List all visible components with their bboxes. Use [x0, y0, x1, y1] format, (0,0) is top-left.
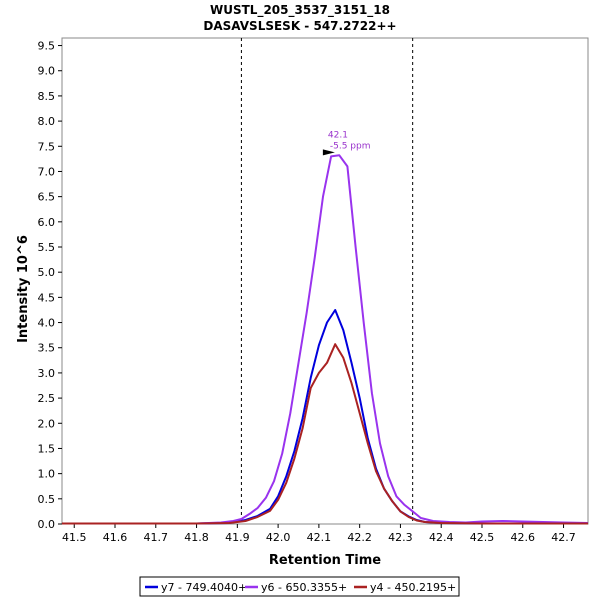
y-tick-label: 5.0 [38, 266, 56, 279]
y-tick-label: 9.0 [38, 65, 56, 78]
series-line [62, 154, 589, 525]
x-tick-label: 42.4 [429, 531, 454, 544]
y-tick-label: 7.0 [38, 165, 56, 178]
y-tick-label: 3.0 [38, 367, 56, 380]
chart-subtitle: DASAVSLSESK - 547.2722++ [203, 19, 396, 33]
x-axis-label: Retention Time [269, 553, 381, 568]
y-tick-label: 8.5 [38, 90, 56, 103]
annotation-rt: 42.1 [328, 130, 348, 140]
y-tick-label: 6.0 [38, 216, 56, 229]
peak-boundaries [240, 38, 414, 524]
x-tick-label: 42.3 [388, 531, 413, 544]
y-tick-label: 1.5 [38, 442, 56, 455]
y-axis-label: Intensity 10^6 [16, 235, 31, 343]
y-tick-label: 4.5 [38, 291, 56, 304]
plot-area [61, 37, 589, 525]
y-tick-label: 2.0 [38, 417, 56, 430]
y-tick-label: 6.5 [38, 191, 56, 204]
y-axis: 0.0 0.5 1.0 1.5 2.0 2.5 3.0 3.5 4.0 4.5 5.0 5.5 6.0 6… [38, 40, 62, 531]
y-tick-label: 2.5 [38, 392, 56, 405]
y-tick-label: 5.5 [38, 241, 56, 254]
x-tick-label: 41.8 [184, 531, 209, 544]
y-tick-label: 8.0 [38, 115, 56, 128]
y-tick-label: 9.5 [38, 40, 56, 53]
annotation-ppm: -5.5 ppm [330, 141, 371, 151]
x-axis: 41.5 41.6 41.7 41.8 41.9 42.0 42.1 42.2 42.3 42.4… [62, 524, 576, 544]
legend: y7 - 749.4040+ y6 - 650.3355+ y4 - 450.219… [139, 576, 460, 597]
x-tick-label: 41.9 [225, 531, 250, 544]
x-tick-label: 42.6 [511, 531, 536, 544]
y-tick-label: 3.5 [38, 342, 56, 355]
y-tick-label: 4.0 [38, 317, 56, 330]
legend-label: y7 - 749.4040+ [161, 581, 247, 594]
x-tick-label: 42.7 [551, 531, 576, 544]
legend-label: y6 - 650.3355+ [261, 581, 347, 594]
y-tick-label: 7.5 [38, 140, 56, 153]
chart-title: WUSTL_205_3537_3151_18 [210, 3, 390, 18]
x-tick-label: 41.5 [62, 531, 87, 544]
legend-label: y4 - 450.2195+ [370, 581, 456, 594]
legend-box [139, 576, 460, 597]
x-tick-label: 41.6 [103, 531, 128, 544]
series-line [62, 343, 588, 525]
x-tick-label: 42.0 [266, 531, 291, 544]
x-tick-label: 42.5 [470, 531, 495, 544]
x-tick-label: 42.1 [307, 531, 332, 544]
y-tick-label: 0.5 [38, 493, 56, 506]
y-tick-label: 1.0 [38, 468, 56, 481]
x-tick-label: 42.2 [347, 531, 372, 544]
annotation-marker [322, 149, 335, 156]
series-lines [62, 154, 589, 525]
x-tick-label: 41.7 [144, 531, 169, 544]
y-tick-label: 0.0 [38, 518, 56, 531]
peak-annotation: 42.1-5.5 ppm [322, 130, 371, 156]
